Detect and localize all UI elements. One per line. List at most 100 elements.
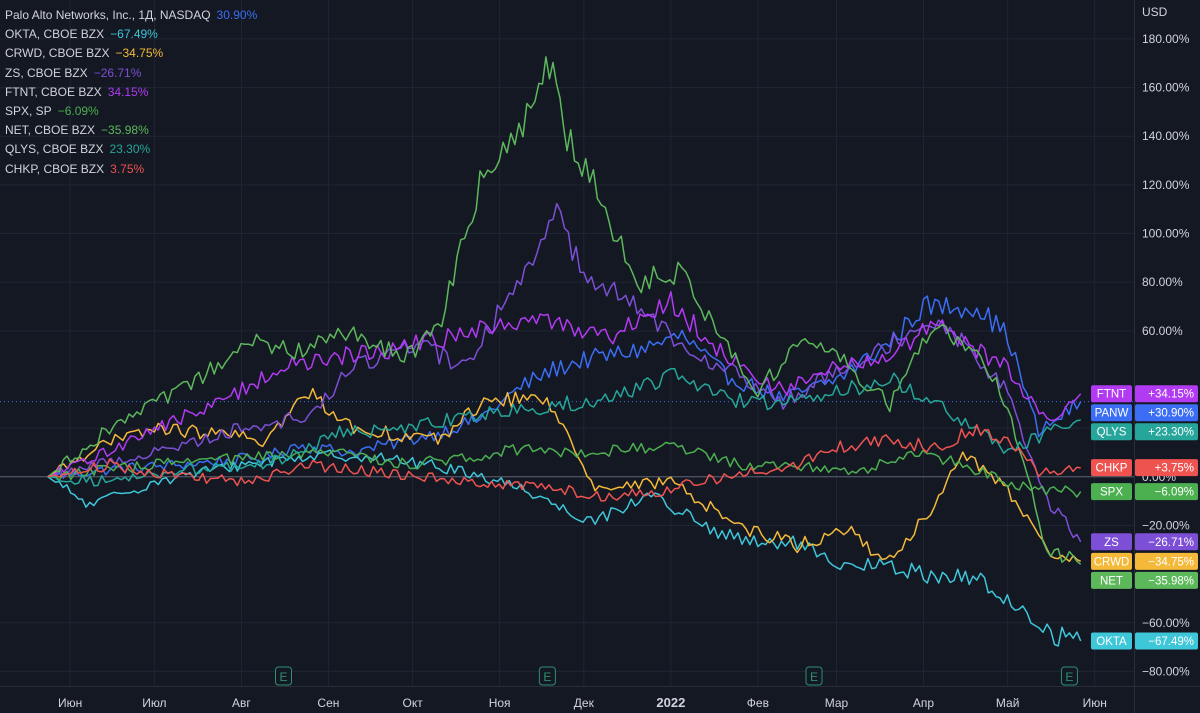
- earnings-marker[interactable]: E: [805, 666, 823, 686]
- legend-series-name: Palo Alto Networks, Inc., 1Д, NASDAQ: [5, 8, 211, 22]
- legend-series-value: 23.30%: [109, 142, 151, 157]
- badge-ftnt[interactable]: FTNT +34.15%: [1091, 385, 1198, 403]
- earnings-marker[interactable]: E: [1060, 666, 1078, 686]
- badge-value-box: [1135, 423, 1198, 441]
- y-tick-label: 180.00%: [1142, 32, 1190, 46]
- badge-zs[interactable]: ZS −26.71%: [1091, 533, 1198, 551]
- earnings-marker[interactable]: E: [538, 666, 556, 686]
- legend-series-name: CRWD, CBOE BZX: [5, 46, 110, 61]
- series-line-ftnt[interactable]: [47, 291, 1082, 478]
- x-tick-label: 2022: [656, 695, 685, 710]
- series-line-spx[interactable]: [47, 441, 1082, 498]
- legend-item-crwd[interactable]: CRWD, CBOE BZX −34.75%: [5, 44, 257, 63]
- series-line-zs[interactable]: [47, 202, 1082, 543]
- badge-ticker-box: [1091, 571, 1132, 589]
- series-lines: [47, 56, 1082, 647]
- earnings-marker-label: E: [543, 670, 551, 684]
- badge-qlys[interactable]: QLYS +23.30%: [1091, 423, 1198, 441]
- legend-series-value: 3.75%: [110, 161, 145, 176]
- earnings-marker-box: [538, 666, 556, 686]
- earnings-marker-label: E: [279, 670, 287, 684]
- earnings-marker-label: E: [810, 670, 818, 684]
- legend-series-value: −35.98%: [101, 123, 149, 138]
- badge-value: −26.71%: [1148, 537, 1194, 549]
- legend-item-okta[interactable]: OKTA, CBOE BZX −67.49%: [5, 25, 257, 44]
- badge-ticker-box: [1091, 385, 1132, 403]
- badge-ticker: SPX: [1100, 487, 1123, 499]
- badge-value-box: [1135, 404, 1198, 422]
- y-tick-label: −20.00%: [1142, 518, 1190, 532]
- badge-okta[interactable]: OKTA −67.49%: [1091, 632, 1198, 650]
- legend-series-name: CHKP, CBOE BZX: [5, 161, 105, 176]
- badge-value-box: [1135, 552, 1198, 570]
- badge-value-box: [1135, 632, 1198, 650]
- legend-item-qlys[interactable]: QLYS, CBOE BZX 23.30%: [5, 140, 257, 159]
- x-tick-label: Апр: [913, 696, 935, 710]
- badge-value: +3.75%: [1155, 463, 1194, 475]
- earnings-marker-box: [275, 666, 292, 686]
- badge-value-box: [1135, 533, 1198, 551]
- badge-ticker: CHKP: [1096, 463, 1128, 475]
- x-tick-label: Фев: [747, 696, 769, 710]
- legend-series-name: ZS, CBOE BZX: [5, 65, 88, 80]
- badge-value: −34.75%: [1148, 556, 1194, 568]
- legend-item-chkp[interactable]: CHKP, CBOE BZX 3.75%: [5, 160, 257, 179]
- legend-series-value: 30.90%: [216, 8, 258, 22]
- legend-series-name: OKTA, CBOE BZX: [5, 27, 105, 42]
- earnings-marker[interactable]: E: [275, 666, 292, 686]
- earnings-marker-box: [1060, 666, 1078, 686]
- badge-spx[interactable]: SPX −6.09%: [1091, 483, 1198, 501]
- badge-crwd[interactable]: CRWD −34.75%: [1091, 552, 1198, 570]
- legend-series-value: −6.09%: [57, 104, 99, 119]
- badge-value: +30.90%: [1148, 408, 1194, 420]
- legend-series-value: −67.49%: [110, 27, 158, 42]
- badge-net[interactable]: NET −35.98%: [1091, 571, 1198, 589]
- badge-ticker: PANW: [1095, 408, 1129, 420]
- x-tick-label: Окт: [403, 696, 424, 710]
- legend-item-ftnt[interactable]: FTNT, CBOE BZX 34.15%: [5, 83, 257, 102]
- x-tick-label: Июн: [58, 696, 82, 710]
- badge-value-box: [1135, 483, 1198, 501]
- earnings-marker-label: E: [1065, 670, 1073, 684]
- y-tick-label: −80.00%: [1142, 664, 1190, 678]
- badge-ticker-box: [1091, 533, 1132, 551]
- badge-ticker: QLYS: [1097, 427, 1127, 439]
- y-tick-label: 140.00%: [1142, 129, 1190, 143]
- legend-series-value: 34.15%: [107, 84, 149, 99]
- y-tick-label: 80.00%: [1142, 275, 1183, 289]
- currency-label: USD: [1142, 5, 1168, 19]
- badge-value-box: [1135, 385, 1198, 403]
- x-tick-label: Июн: [1083, 696, 1107, 710]
- badge-ticker-box: [1091, 483, 1132, 501]
- badge-chkp[interactable]: CHKP +3.75%: [1091, 459, 1198, 477]
- series-line-net[interactable]: [47, 56, 1082, 565]
- x-axis: Июн Июл Авг Сен Окт Ноя Дек 2022 Фев Мар Апр Май Июн: [58, 695, 1107, 710]
- x-tick-label: Ноя: [489, 696, 511, 710]
- badge-ticker: CRWD: [1094, 556, 1130, 568]
- x-tick-label: Авг: [232, 696, 251, 710]
- y-tick-label: −60.00%: [1142, 616, 1190, 630]
- badge-value-box: [1135, 459, 1198, 477]
- legend-item-spx[interactable]: SPX, SP −6.09%: [5, 102, 257, 121]
- series-line-chkp[interactable]: [47, 423, 1081, 502]
- series-line-okta[interactable]: [47, 449, 1082, 647]
- badge-value: −35.98%: [1148, 575, 1194, 587]
- badge-panw[interactable]: PANW +30.90%: [1091, 404, 1198, 422]
- legend-item-net[interactable]: NET, CBOE BZX −35.98%: [5, 121, 257, 140]
- price-badges: FTNT +34.15% PANW +30.90% QLYS +23.30% CHKP +3.…: [1091, 385, 1198, 650]
- series-line-panw[interactable]: [47, 295, 1082, 479]
- badge-ticker-box: [1091, 404, 1132, 422]
- legend-series-value: −26.71%: [93, 65, 142, 80]
- badge-value: +34.15%: [1148, 389, 1194, 401]
- series-line-qlys[interactable]: [47, 367, 1081, 487]
- y-tick-label: 100.00%: [1142, 227, 1190, 241]
- x-tick-label: Сен: [317, 696, 339, 710]
- legend-item-panw[interactable]: Palo Alto Networks, Inc., 1Д, NASDAQ 30.9…: [5, 6, 257, 25]
- badge-ticker-box: [1091, 423, 1132, 441]
- series-line-crwd[interactable]: [47, 387, 1082, 563]
- legend-item-zs[interactable]: ZS, CBOE BZX −26.71%: [5, 64, 257, 83]
